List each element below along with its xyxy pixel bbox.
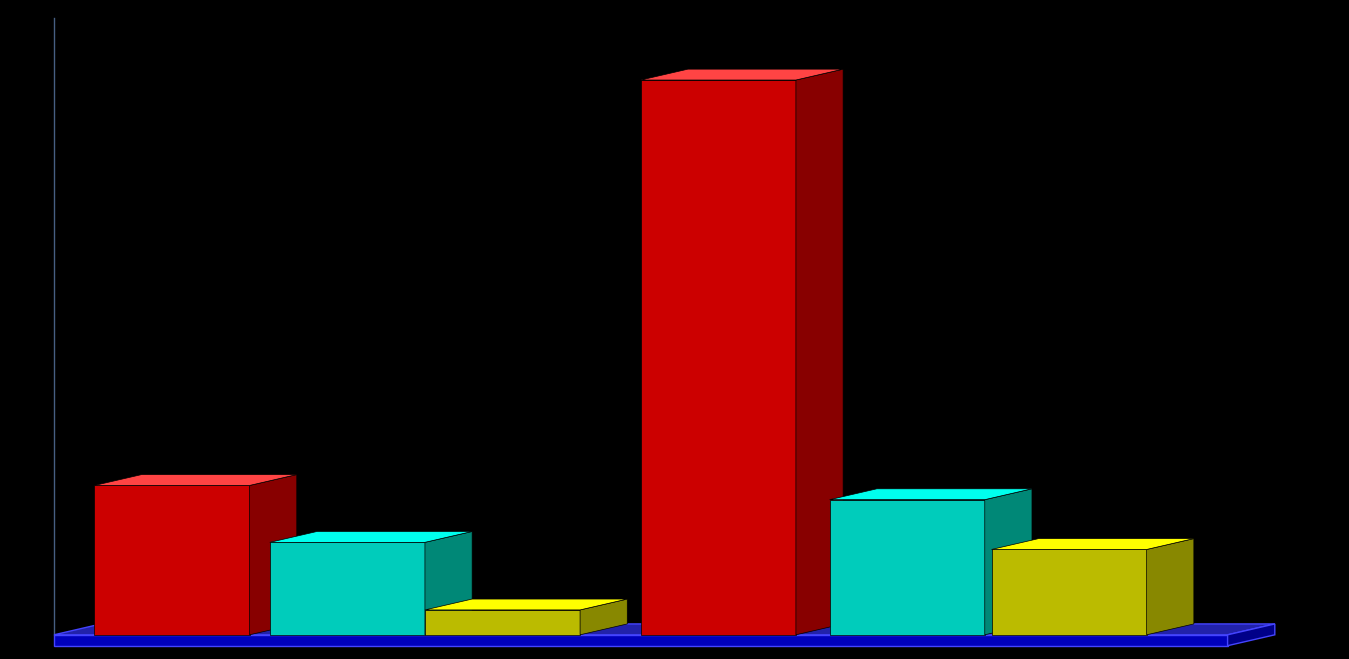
Polygon shape: [796, 69, 843, 635]
Polygon shape: [425, 599, 627, 610]
Polygon shape: [425, 531, 472, 635]
Polygon shape: [1228, 624, 1275, 646]
Polygon shape: [641, 69, 843, 80]
Polygon shape: [250, 474, 297, 635]
Polygon shape: [270, 542, 425, 635]
Polygon shape: [830, 489, 1032, 500]
Polygon shape: [425, 610, 580, 635]
Polygon shape: [54, 635, 1228, 646]
Polygon shape: [94, 486, 250, 635]
Polygon shape: [985, 489, 1032, 635]
Polygon shape: [830, 500, 985, 635]
Polygon shape: [992, 550, 1147, 635]
Polygon shape: [1147, 538, 1194, 635]
Polygon shape: [992, 538, 1194, 550]
Polygon shape: [54, 624, 1275, 635]
Polygon shape: [94, 474, 297, 486]
Polygon shape: [580, 599, 627, 635]
Polygon shape: [641, 80, 796, 635]
Polygon shape: [270, 531, 472, 542]
